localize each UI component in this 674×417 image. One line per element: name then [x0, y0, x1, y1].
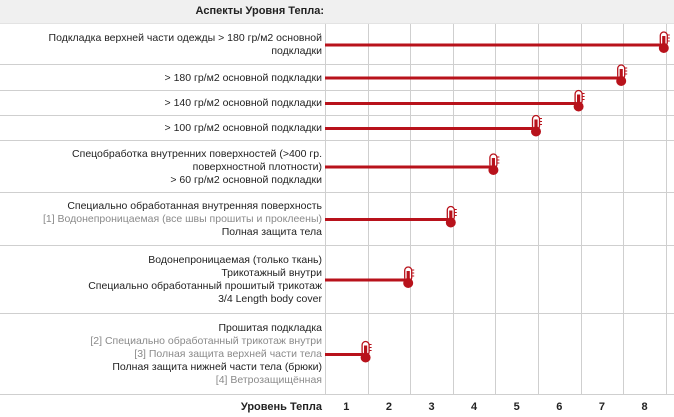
row-label: > 180 гр/м2 основной подкладки: [165, 72, 322, 85]
thermometer-icon: [658, 31, 670, 53]
row-label-line: > 60 гр/м2 основной подкладки: [170, 174, 322, 186]
row-label-line: Водонепроницаемая (только ткань): [148, 254, 322, 266]
row-label-line: > 100 гр/м2 основной подкладки: [164, 122, 322, 134]
x-tick-label: 1: [343, 401, 349, 413]
thermometer-icon: [616, 64, 628, 86]
row-label-line: Подкладка верхней части одежды > 180 гр/…: [48, 32, 322, 44]
bar: [325, 165, 494, 169]
row-label-line: Полная защита тела: [221, 226, 322, 238]
x-tick-label: 3: [428, 401, 434, 413]
row-label: Подкладка верхней части одежды > 180 гр/…: [49, 32, 322, 58]
thermometer-icon: [403, 266, 415, 288]
thermometer-icon: [573, 89, 585, 112]
bar: [325, 218, 451, 221]
row-label-line: > 180 гр/м2 основной подкладки: [164, 72, 322, 84]
x-tick-label: 6: [556, 401, 562, 413]
row-label-line: Специально обработанная внутренняя повер…: [67, 200, 322, 212]
bar: [325, 76, 622, 80]
bar: [325, 43, 664, 47]
row-label-line: [4] Ветрозащищённая: [215, 374, 322, 386]
row-label-line: [3] Полная защита верхней части тела: [134, 348, 322, 360]
row-label-line: подкладки: [271, 45, 322, 57]
row-label: > 100 гр/м2 основной подкладки: [165, 122, 322, 135]
row-label: Водонепроницаемая (только ткань) Трикотаж…: [88, 254, 322, 306]
x-tick-label: 7: [599, 401, 605, 413]
bar: [325, 353, 366, 356]
thermometer-icon: [360, 340, 372, 363]
row-label-line: Специально обработанный прошитый трикота…: [88, 280, 322, 292]
bar: [325, 102, 579, 105]
bar: [325, 278, 409, 282]
header-title: Аспекты Уровня Тепла:: [195, 5, 324, 17]
x-tick-label: 2: [386, 401, 392, 413]
row-label-line: 3/4 Length body cover: [218, 293, 322, 305]
row-label: Специально обработанная внутренняя повер…: [43, 200, 322, 239]
row-label: > 140 гр/м2 основной подкладки: [165, 97, 322, 110]
row-label-line: [2] Специально обработанный трикотаж вну…: [90, 335, 322, 347]
thermometer-icon: [488, 153, 500, 175]
row-label: Спецобработка внутренних поверхностей (>…: [72, 148, 322, 187]
x-tick-label: 5: [514, 401, 520, 413]
bar: [325, 127, 536, 130]
row-label-line: Прошитая подкладка: [218, 322, 322, 334]
row-label-line: [1] Водонепроницаемая (все швы прошиты и…: [42, 213, 322, 225]
row-label-line: поверхностной плотности): [192, 161, 322, 173]
row-label-line: > 140 гр/м2 основной подкладки: [164, 97, 322, 109]
row-label-line: Спецобработка внутренних поверхностей (>…: [72, 148, 322, 160]
row-label: Прошитая подкладка [2] Специально обработ…: [90, 322, 322, 387]
thermometer-icon: [445, 205, 457, 228]
thermometer-icon: [531, 114, 542, 137]
row-label-line: Полная защита нижней части тела (брюки): [112, 361, 322, 373]
chart-header: Аспекты Уровня Тепла:: [0, 0, 674, 24]
x-tick-label: 8: [641, 401, 647, 413]
x-tick-label: 4: [471, 401, 478, 413]
x-axis-label: Уровень Тепла: [240, 401, 322, 413]
row-label-line: Трикотажный внутри: [221, 267, 322, 279]
